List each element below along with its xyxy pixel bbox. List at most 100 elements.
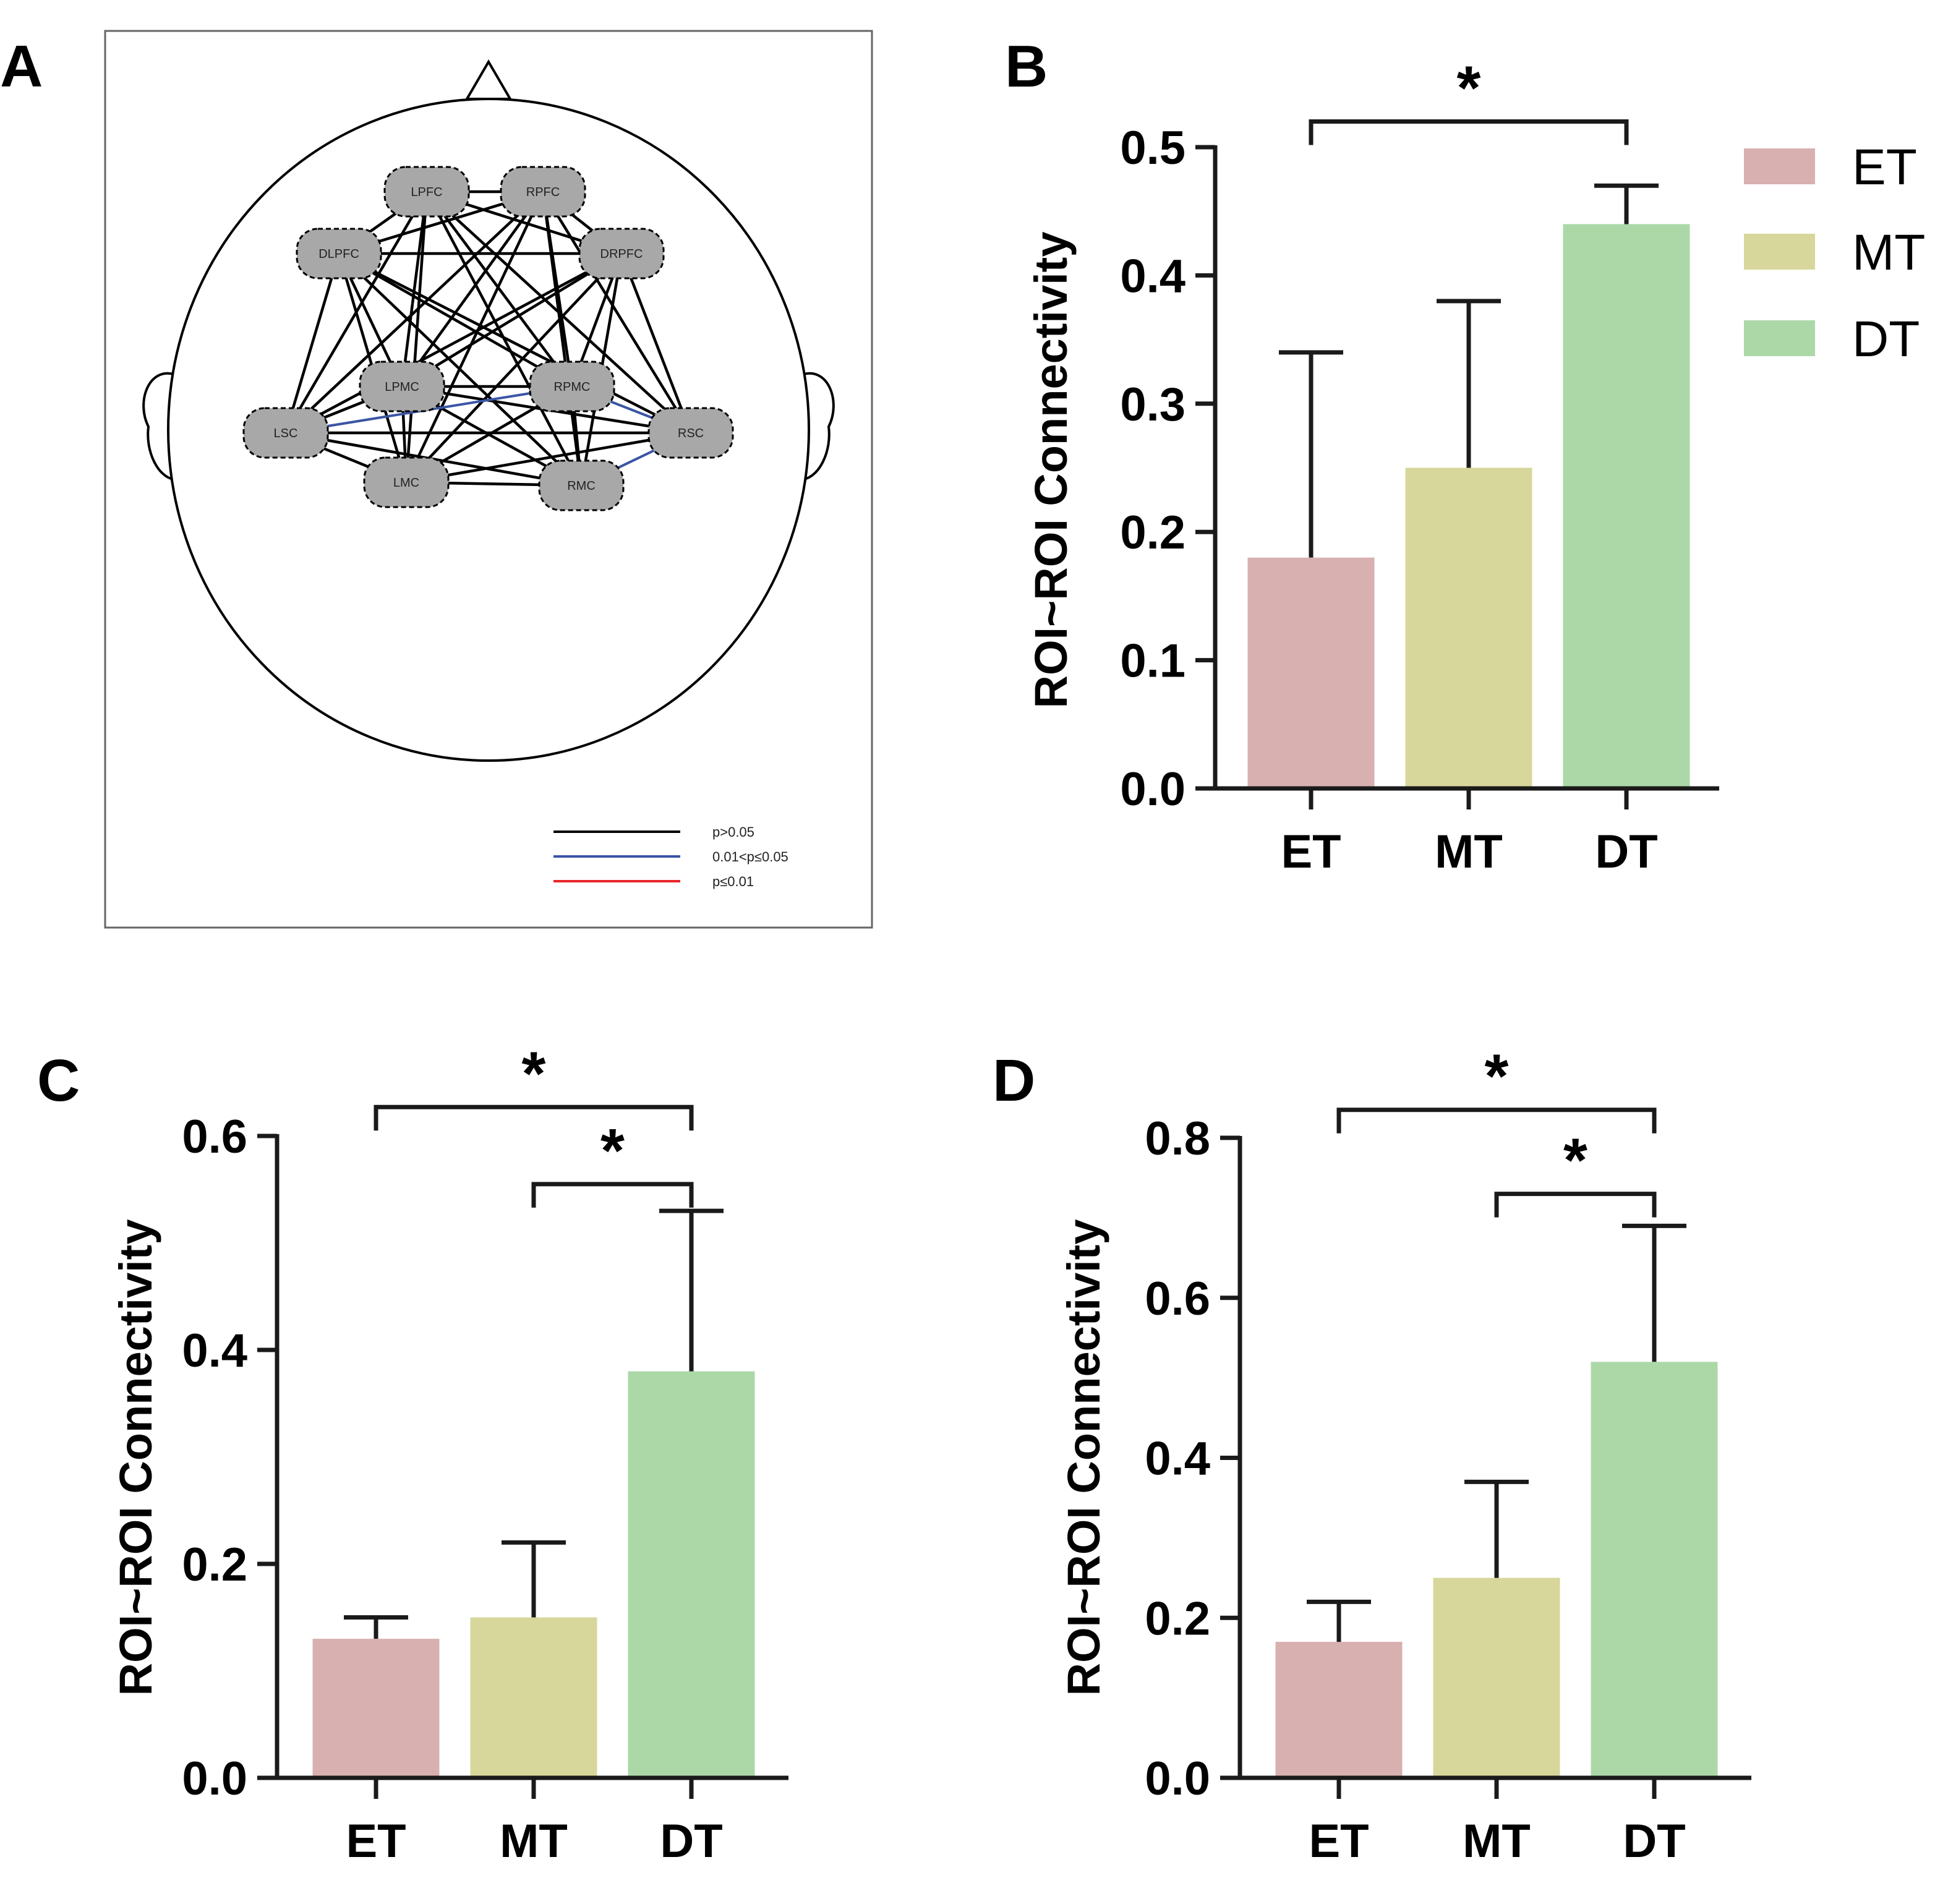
error-bar-dt <box>1622 1223 1686 1362</box>
x-tick-label-et: ET <box>1281 826 1341 878</box>
error-bar-dt <box>659 1208 724 1372</box>
chart-d: 0.0 0.2 0.4 0.6 0.8 ET MT DT ROI~ROI Connectivit… <box>1058 1042 1751 1868</box>
network-node-shape <box>296 228 382 280</box>
y-tick-label: 0.6 <box>1145 1273 1210 1325</box>
bar-mt <box>1433 1577 1560 1778</box>
panel-letter-c: C <box>37 1048 80 1114</box>
x-tick-label-mt: MT <box>1463 1815 1531 1868</box>
x-tick-label-mt: MT <box>500 1815 568 1868</box>
x-tick-label-dt: DT <box>1595 826 1657 878</box>
legend-swatch-dt <box>1744 320 1815 356</box>
network-node-lpfc: LPFC <box>383 166 470 218</box>
network-node-lpmc: LPMC <box>359 361 445 412</box>
significance-star: * <box>522 1039 546 1108</box>
network-node-rsc: RSC <box>647 407 734 459</box>
y-tick-label: 0.4 <box>1145 1433 1210 1485</box>
error-bar-et <box>1279 350 1343 558</box>
bar-dt <box>1563 224 1690 788</box>
network-edge-dlpfc-rpmc <box>338 252 573 388</box>
network-node-label: DLPFC <box>318 247 359 261</box>
network-node-label: DRPFC <box>600 247 643 261</box>
legend-swatch-mt <box>1744 234 1815 270</box>
network-node-rpmc: RPMC <box>529 361 615 412</box>
network-node-label: LPMC <box>385 380 419 394</box>
head-left-ear <box>142 372 174 480</box>
legend-label-ns: p>0.05 <box>712 824 754 840</box>
network-node-shape <box>647 407 734 459</box>
network-node-rmc: RMC <box>538 459 625 511</box>
y-tick-label: 0.3 <box>1120 378 1185 431</box>
network-edge-lpfc-lpmc <box>400 191 429 387</box>
y-tick-label: 0.6 <box>182 1111 247 1163</box>
network-edge-rpfc-lpmc <box>401 190 544 388</box>
network-edge-drpfc-rsc <box>620 253 693 433</box>
significance-bracket: * <box>1494 1126 1657 1218</box>
network-node-label: LMC <box>393 476 419 490</box>
bar-mt <box>470 1617 597 1778</box>
network-edge-rpfc-rsc <box>542 190 692 434</box>
y-tick-label: 0.0 <box>1120 763 1185 816</box>
bar-et <box>312 1639 440 1778</box>
network-node-shape <box>500 166 586 218</box>
significance-star: * <box>1457 54 1481 123</box>
error-bar-et <box>1307 1599 1371 1642</box>
y-tick-label: 0.4 <box>182 1325 247 1377</box>
legend-label-sig: 0.01<p≤0.05 <box>712 849 788 864</box>
significance-star: * <box>1563 1126 1587 1195</box>
network-edge-rpfc-lsc <box>284 190 544 434</box>
y-axis-label: ROI~ROI Connectivity <box>1058 1219 1109 1696</box>
y-axis-label: ROI~ROI Connectivity <box>1025 232 1077 709</box>
error-bar-et <box>344 1615 408 1639</box>
network-node-rpfc: RPFC <box>500 166 586 218</box>
network-edge-lpfc-rpmc <box>425 190 573 388</box>
network-node-label: RPMC <box>554 380 591 394</box>
bar-dt <box>1591 1362 1718 1778</box>
network-node-lmc: LMC <box>363 456 450 508</box>
significance-bracket: * <box>374 1039 694 1131</box>
network-node-shape <box>578 228 665 280</box>
x-tick-label-et: ET <box>346 1815 406 1868</box>
network-edge-drpfc-lpmc <box>401 252 623 388</box>
error-bar-mt <box>1464 1479 1529 1578</box>
network-node-label: RSC <box>678 427 704 440</box>
network-nodes: LPFC RPFC DLPFC DRPFC LPMC RPMC LSC RSC LMC RMC <box>242 166 734 511</box>
network-node-shape <box>529 361 615 412</box>
network-node-label: RPFC <box>526 186 560 199</box>
network-node-shape <box>383 166 470 218</box>
panel-letter-b: B <box>1005 33 1048 100</box>
significance-star: * <box>600 1116 625 1185</box>
legend-label-mt: MT <box>1852 224 1925 281</box>
network-edge-drpfc-lmc <box>405 252 623 484</box>
panel-letter-d: D <box>993 1048 1035 1114</box>
y-tick-label: 0.2 <box>1145 1592 1210 1645</box>
legend-label-et: ET <box>1852 139 1917 195</box>
network-edge-dlpfc-rmc <box>338 252 583 487</box>
network-edge-dlpfc-lsc <box>284 253 341 433</box>
network-edge-rpfc-rmc <box>541 191 583 486</box>
legend-label-dt: DT <box>1852 311 1920 367</box>
head-right-ear <box>803 372 835 480</box>
significance-bracket: * <box>531 1116 694 1208</box>
group-legend: ET MT DT <box>1744 139 1925 367</box>
network-node-shape <box>538 459 625 511</box>
network-node-dlpfc: DLPFC <box>296 228 382 280</box>
chart-b: 0.0 0.1 0.2 0.3 0.4 0.5 ET MT DT ROI~ROI Connecti… <box>1025 54 1719 878</box>
significance-bracket: * <box>1309 54 1629 145</box>
error-bar-dt <box>1594 183 1659 224</box>
bar-mt <box>1405 467 1532 788</box>
network-panel: LPFC RPFC DLPFC DRPFC LPMC RPMC LSC RSC LMC RMC p… <box>104 30 873 929</box>
network-edge-dlpfc-rsc <box>338 252 692 435</box>
y-tick-label: 0.4 <box>1120 250 1185 302</box>
network-node-label: LSC <box>274 427 298 440</box>
network-node-label: RMC <box>567 479 596 493</box>
x-tick-label-mt: MT <box>1435 826 1503 878</box>
chart-c: 0.0 0.2 0.4 0.6 ET MT DT ROI~ROI Connectivity * * <box>110 1039 788 1868</box>
network-node-drpfc: DRPFC <box>578 228 665 280</box>
network-legend: p>0.05 0.01<p≤0.05 p≤0.01 <box>553 824 788 889</box>
error-bar-mt <box>1437 299 1501 468</box>
network-node-shape <box>242 407 329 459</box>
y-axis-label: ROI~ROI Connectivity <box>110 1219 161 1696</box>
network-node-lsc: LSC <box>242 407 329 459</box>
y-tick-label: 0.2 <box>1120 506 1185 559</box>
bar-et <box>1247 557 1375 788</box>
